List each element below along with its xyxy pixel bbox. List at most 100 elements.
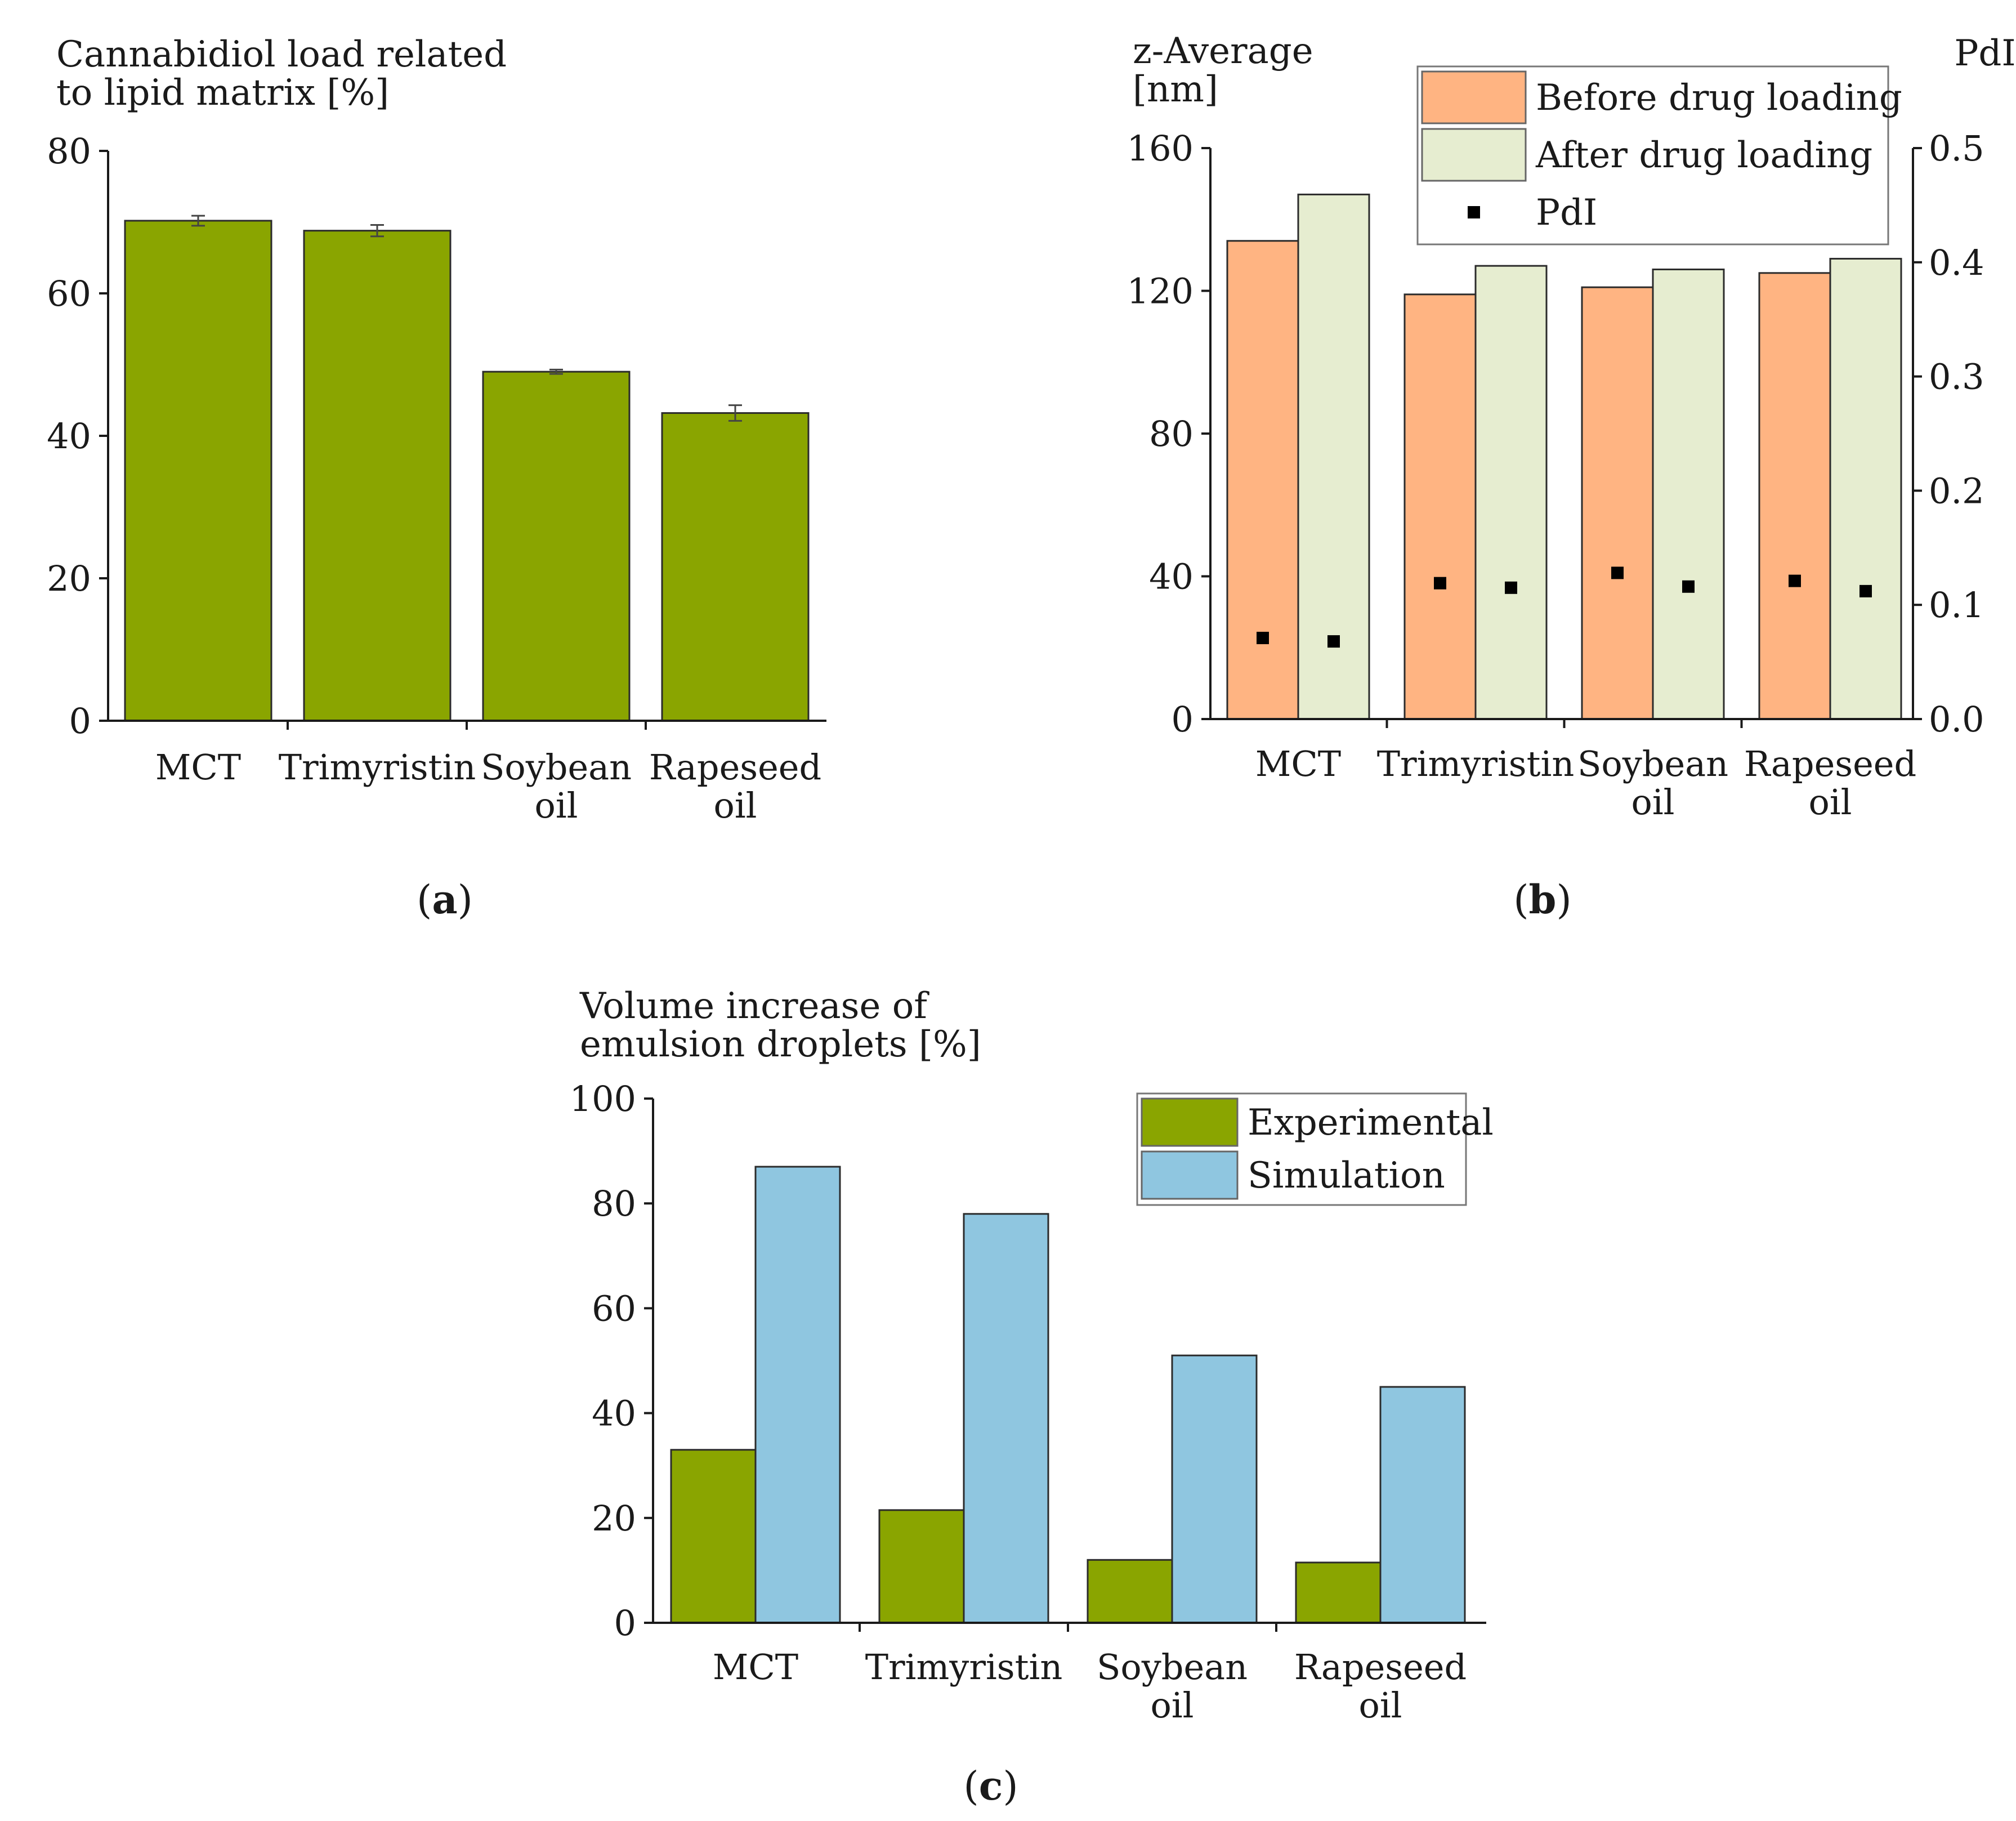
bar-b-before-drug-loading-0 — [1226, 240, 1299, 720]
panel-tag: (a) — [417, 876, 473, 923]
y2-tick-label: 0.3 — [1929, 356, 1984, 398]
x-category-label: Trimyristin — [279, 747, 476, 788]
error-bar — [191, 215, 205, 227]
y-tick-label: 0 — [1172, 699, 1193, 740]
x-category-label: oil — [714, 785, 757, 826]
y2-axis-title: PdI — [1954, 33, 2015, 74]
y-tick-label: 100 — [570, 1078, 636, 1119]
legend-swatch — [1141, 1150, 1239, 1200]
x-category-label: Soybean — [1097, 1646, 1248, 1688]
y-tick-label: 0 — [614, 1603, 636, 1644]
bar-c-experimental-3 — [1295, 1561, 1382, 1624]
y-tick-label: 80 — [1149, 413, 1193, 454]
y-tick-label: 60 — [592, 1288, 636, 1329]
y-tick-label: 80 — [592, 1183, 636, 1224]
x-category-label: Soybean — [1577, 743, 1728, 784]
bar-a-series-0 — [124, 220, 272, 722]
bar-c-experimental-1 — [878, 1509, 965, 1624]
bar-c-simulation-1 — [963, 1213, 1049, 1624]
pdi-marker-after-1 — [1505, 581, 1517, 594]
x-category-label: Rapeseed — [649, 747, 821, 788]
panel-tag-letter: b — [1529, 876, 1557, 923]
y2-tick-label: 0.0 — [1929, 699, 1984, 740]
bar-b-before-drug-loading-3 — [1758, 272, 1831, 720]
y-tick-label: 160 — [1127, 128, 1193, 169]
pdi-marker-after-0 — [1327, 635, 1340, 648]
y2-tick-label: 0.5 — [1929, 128, 1984, 169]
x-category-label: oil — [1809, 782, 1852, 823]
y-axis-title: [nm] — [1133, 69, 1218, 110]
y-tick-label: 0 — [69, 700, 91, 742]
y-tick-label: 20 — [592, 1498, 636, 1539]
legend-label: PdI — [1536, 192, 1597, 234]
y-tick-label: 40 — [592, 1393, 636, 1434]
y-tick-label: 80 — [47, 131, 91, 172]
bar-c-simulation-0 — [754, 1166, 841, 1624]
legend: Experimental Simulation — [1136, 1092, 1494, 1206]
bar-a-series-3 — [661, 412, 810, 722]
x-category-label: MCT — [1255, 743, 1341, 784]
bar-a-series-2 — [482, 371, 631, 722]
y-tick-label: 40 — [47, 416, 91, 457]
legend: Before drug loading After drug loading PdI — [1416, 65, 1902, 246]
x-category-label: MCT — [713, 1646, 798, 1688]
pdi-marker-before-1 — [1434, 577, 1446, 590]
panel-tag-letter: a — [432, 876, 457, 923]
y-tick-label: 40 — [1149, 556, 1193, 597]
x-category-label: Soybean — [481, 747, 632, 788]
panel-tag-letter: c — [979, 1762, 1003, 1809]
y-axis-title: to lipid matrix [%] — [56, 72, 389, 114]
error-bar — [549, 368, 563, 375]
x-category-label: oil — [1359, 1685, 1402, 1726]
y-axis-title: emulsion droplets [%] — [580, 1024, 981, 1065]
panel-tag: (b) — [1513, 876, 1572, 923]
pdi-marker-before-3 — [1789, 574, 1801, 587]
y-tick-label: 20 — [47, 558, 91, 599]
bar-b-after-drug-loading-3 — [1829, 257, 1902, 720]
y2-tick-label: 0.1 — [1929, 584, 1984, 626]
x-category-label: Trimyristin — [865, 1646, 1063, 1688]
bar-c-simulation-3 — [1379, 1386, 1466, 1624]
pdi-marker-before-2 — [1611, 566, 1624, 579]
bar-b-before-drug-loading-1 — [1403, 293, 1477, 720]
legend-swatch — [1421, 70, 1527, 124]
legend-label: Before drug loading — [1536, 77, 1902, 119]
x-category-label: Trimyristin — [1377, 743, 1575, 784]
legend-swatch — [1421, 128, 1527, 182]
x-category-label: Rapeseed — [1744, 743, 1916, 784]
y-axis-title: Volume increase of — [579, 985, 929, 1027]
legend-marker-pdi — [1468, 206, 1480, 218]
panel-tag: (c) — [963, 1762, 1018, 1809]
legend-label: Simulation — [1248, 1155, 1445, 1197]
x-category-label: oil — [1631, 782, 1675, 823]
error-bar — [728, 404, 742, 422]
pdi-marker-after-2 — [1682, 580, 1695, 593]
legend-swatch — [1141, 1097, 1239, 1147]
y-axis-title: Cannabidiol load related — [56, 34, 507, 75]
bar-b-after-drug-loading-2 — [1652, 268, 1725, 720]
x-category-label: oil — [1151, 1685, 1194, 1726]
legend-label: After drug loading — [1535, 135, 1872, 176]
pdi-marker-after-3 — [1859, 584, 1872, 597]
y2-tick-label: 0.4 — [1929, 242, 1984, 283]
bar-c-simulation-2 — [1171, 1354, 1258, 1624]
legend-label: Experimental — [1248, 1102, 1494, 1144]
y-axis-title: z-Average — [1133, 30, 1313, 72]
y2-tick-label: 0.2 — [1929, 470, 1984, 511]
bar-c-experimental-0 — [670, 1449, 757, 1624]
bar-c-experimental-2 — [1087, 1559, 1173, 1624]
y-tick-label: 60 — [47, 273, 91, 314]
y-tick-label: 120 — [1127, 271, 1193, 312]
error-bar — [370, 224, 384, 238]
bar-b-after-drug-loading-1 — [1474, 265, 1548, 720]
pdi-marker-before-0 — [1257, 632, 1269, 645]
x-category-label: MCT — [155, 747, 241, 788]
bar-a-series-1 — [303, 230, 452, 722]
x-category-label: oil — [535, 785, 578, 826]
x-category-label: Rapeseed — [1294, 1646, 1467, 1688]
bar-b-before-drug-loading-2 — [1581, 286, 1654, 720]
